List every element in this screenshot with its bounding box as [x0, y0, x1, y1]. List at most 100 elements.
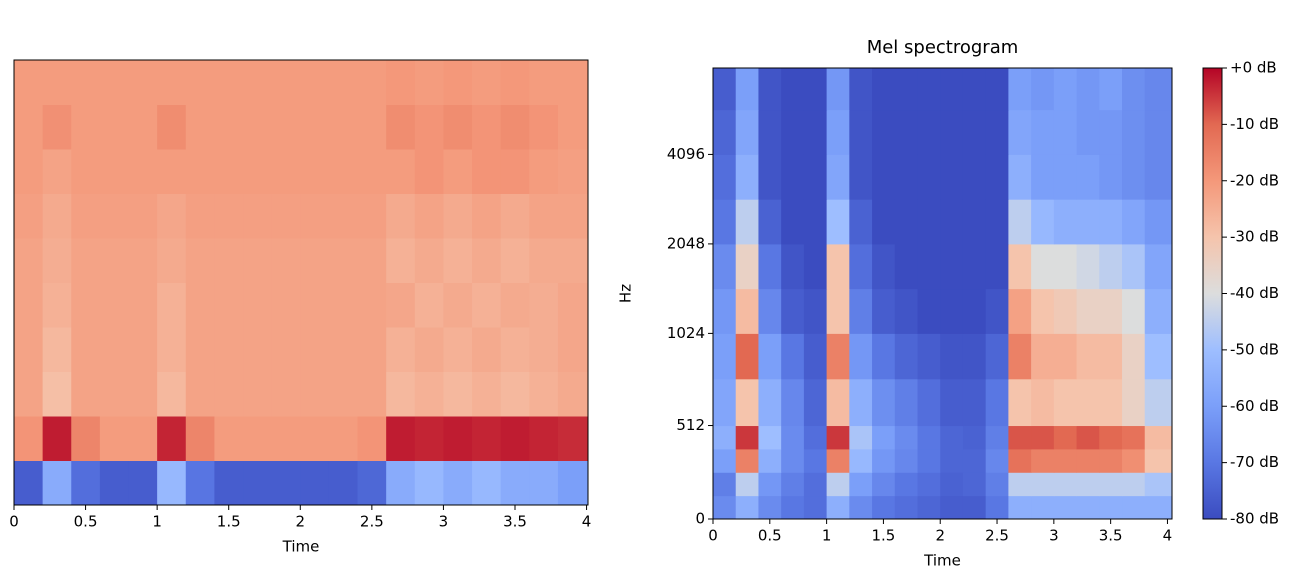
heatmap-cell [894, 109, 919, 155]
heatmap-cell [803, 425, 828, 450]
heatmap-cell [99, 60, 130, 105]
heatmap-cell [328, 327, 359, 372]
heatmap-cell [443, 238, 473, 283]
x-tick-label: 0.5 [758, 527, 782, 545]
heatmap-cell [803, 448, 828, 473]
heatmap-cell [1099, 243, 1123, 290]
heatmap-cell [713, 154, 737, 200]
heatmap-cell [1122, 199, 1146, 245]
heatmap-cell [985, 333, 1009, 380]
heatmap-cell [243, 104, 273, 150]
heatmap-cell [243, 193, 273, 239]
heatmap-cell [214, 371, 244, 417]
heatmap-cell [414, 193, 444, 239]
heatmap-cell [328, 149, 359, 194]
heatmap-cell [826, 448, 850, 473]
heatmap-cell [1008, 495, 1032, 520]
heatmap-cell [962, 288, 987, 334]
heatmap-cell [529, 193, 559, 239]
heatmap-cell [443, 327, 473, 372]
heatmap-cell [872, 68, 896, 111]
heatmap-cell [414, 416, 444, 461]
x-tick-label: 1.5 [871, 527, 895, 545]
heatmap-cell [894, 243, 919, 290]
heatmap-cell [529, 371, 559, 417]
heatmap-cell [128, 371, 158, 417]
heatmap-cell [500, 460, 530, 506]
heatmap-cell [1031, 448, 1055, 473]
heatmap-cell [386, 193, 416, 239]
heatmap-cell [1053, 68, 1078, 111]
x-tick-label: 2 [296, 513, 306, 531]
heatmap-cell [271, 193, 301, 239]
heatmap-cell [500, 238, 530, 283]
heatmap-cell [1122, 154, 1146, 200]
heatmap-cell [42, 104, 72, 150]
heatmap-cell [985, 495, 1009, 520]
heatmap-cell [414, 104, 444, 150]
x-axis-label: Time [923, 552, 961, 568]
heatmap-cell [157, 460, 187, 506]
heatmap-cell [849, 288, 873, 334]
heatmap-cell [826, 199, 850, 245]
heatmap-cell [781, 288, 805, 334]
colorbar-tick-label: -30 dB [1230, 228, 1279, 246]
heatmap-cell [357, 371, 387, 417]
heatmap-cell [414, 327, 444, 372]
heatmap-cell [185, 460, 215, 506]
heatmap-cell [500, 327, 530, 372]
heatmap-cell [1008, 243, 1032, 290]
heatmap-cell [1144, 495, 1173, 520]
heatmap-cell [735, 448, 759, 473]
heatmap-cell [128, 60, 158, 105]
heatmap-cell [300, 327, 330, 372]
heatmap-cell [940, 448, 964, 473]
heatmap-cell [128, 327, 158, 372]
heatmap-cell [735, 378, 759, 427]
heatmap-cell [185, 238, 215, 283]
plot-frame [13, 59, 589, 506]
x-tick-label: 4 [582, 513, 592, 531]
heatmap-cell [157, 104, 187, 150]
y-tick-label: 0 [695, 510, 705, 528]
heatmap-cell [500, 371, 530, 417]
heatmap-cell [472, 416, 502, 461]
heatmap-cell [157, 60, 187, 105]
heatmap-cell [386, 327, 416, 372]
heatmap-cell [1076, 495, 1100, 520]
heatmap-cell [300, 282, 330, 328]
heatmap-cell [185, 60, 215, 105]
heatmap-cell [357, 416, 387, 461]
heatmap-cell [42, 460, 72, 506]
heatmap-cell [940, 378, 964, 427]
heatmap-cell [713, 288, 737, 334]
heatmap-cell [99, 282, 130, 328]
heatmap-cell [872, 448, 896, 473]
heatmap-cell [557, 104, 589, 150]
heatmap-cell [557, 149, 589, 194]
heatmap-cell [71, 416, 101, 461]
y-tick-label: 1024 [667, 324, 705, 342]
heatmap-cell [872, 109, 896, 155]
heatmap-cell [185, 371, 215, 417]
heatmap-cell [758, 333, 782, 380]
x-tick-label: 4 [1163, 527, 1173, 545]
heatmap-cell [128, 149, 158, 194]
heatmap-cell [1031, 199, 1055, 245]
heatmap-cell [271, 327, 301, 372]
heatmap-cell [157, 238, 187, 283]
heatmap-cell [1031, 109, 1055, 155]
heatmap-cell [1053, 425, 1078, 450]
heatmap-cell [985, 154, 1009, 200]
heatmap-cell [758, 243, 782, 290]
heatmap-cell [14, 371, 44, 417]
heatmap-cell [14, 238, 44, 283]
heatmap-cell [1099, 333, 1123, 380]
heatmap-cell [443, 60, 473, 105]
heatmap-cell [1144, 109, 1173, 155]
heatmap-cell [917, 288, 941, 334]
heatmap-cell [781, 472, 805, 497]
heatmap-cell [357, 193, 387, 239]
heatmap-cell [1008, 378, 1032, 427]
heatmap-cell [157, 149, 187, 194]
